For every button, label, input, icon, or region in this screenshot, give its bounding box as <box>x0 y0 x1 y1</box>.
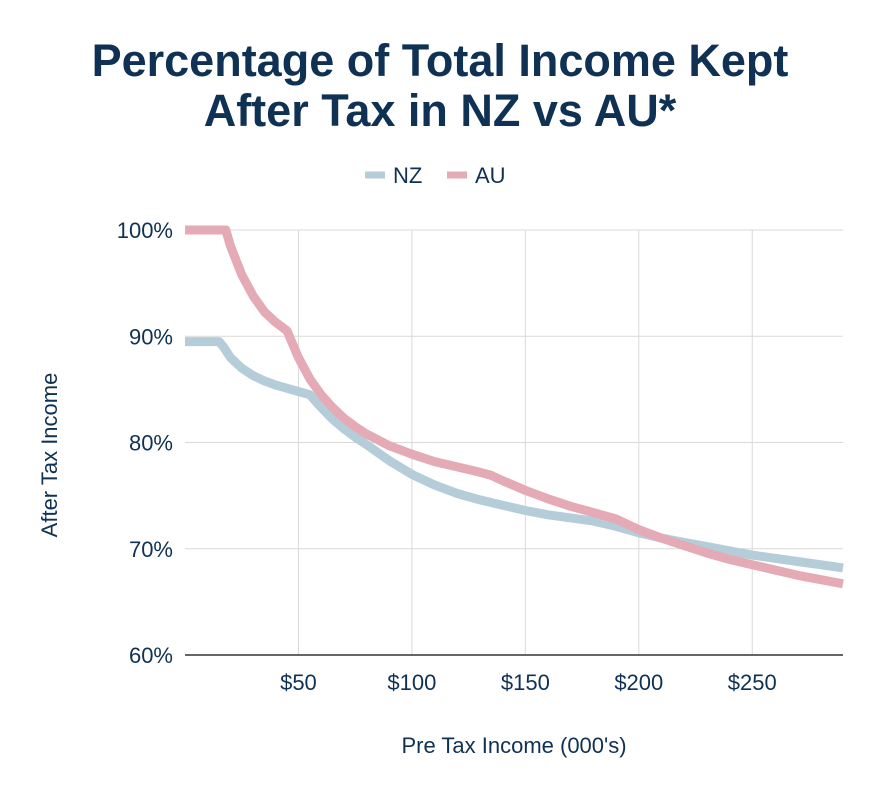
y-tick-label: 90% <box>129 324 173 349</box>
series-line-nz <box>185 337 844 573</box>
legend: NZ AU <box>365 163 506 188</box>
grid-layer <box>185 229 843 656</box>
chart-title: Percentage of Total Income Kept After Ta… <box>0 36 880 136</box>
axis-layer: 60% 70% 80% 90% 100% $50 $100 $150 $200 $250 <box>117 218 843 695</box>
series-line-au <box>185 225 844 589</box>
chart-title-line-1: Percentage of Total Income Kept <box>91 35 789 86</box>
x-axis-title: Pre Tax Income (000's) <box>401 733 626 758</box>
chart-title-line-2: After Tax in NZ vs AU* <box>203 85 677 136</box>
x-tick-label: $250 <box>728 670 777 695</box>
y-axis-title: After Tax Income <box>37 373 62 538</box>
legend-label-nz: NZ <box>393 163 422 188</box>
y-tick-label: 60% <box>129 643 173 668</box>
series-layer <box>185 225 844 589</box>
x-tick-label: $200 <box>614 670 663 695</box>
y-tick-label: 100% <box>117 218 173 243</box>
y-tick-label: 70% <box>129 537 173 562</box>
x-tick-label: $50 <box>280 670 317 695</box>
legend-label-au: AU <box>475 163 506 188</box>
y-tick-label: 80% <box>129 431 173 456</box>
x-tick-label: $100 <box>387 670 436 695</box>
x-tick-label: $150 <box>501 670 550 695</box>
